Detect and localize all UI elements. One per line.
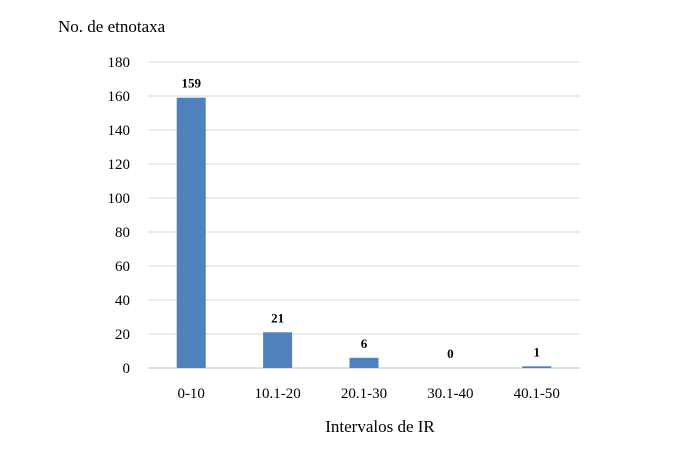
y-tick-label: 160	[108, 89, 131, 105]
x-tick-label: 20.1-30	[341, 386, 387, 402]
data-label: 159	[181, 76, 201, 91]
y-tick-label: 100	[108, 191, 131, 207]
x-tick-label: 30.1-40	[427, 386, 473, 402]
bars	[176, 97, 552, 368]
data-label: 1	[534, 344, 541, 359]
y-tick-label: 180	[108, 55, 131, 71]
data-label: 0	[447, 346, 454, 361]
data-label: 21	[271, 310, 284, 325]
y-tick-label: 40	[115, 293, 130, 309]
data-label: 6	[361, 336, 368, 351]
y-tick-label: 140	[108, 123, 131, 139]
gridlines	[148, 61, 580, 369]
x-axis-title: Intervalos de IR	[325, 417, 435, 436]
y-axis-title: No. de etnotaxa	[58, 17, 166, 36]
y-tick-label: 120	[108, 157, 131, 173]
bar	[176, 97, 206, 368]
labels: 0204060801001201401601801590-102110.1-20…	[108, 55, 560, 402]
x-tick-label: 0-10	[177, 386, 205, 402]
bar	[263, 332, 293, 368]
bar	[349, 357, 379, 368]
x-tick-label: 10.1-20	[254, 386, 300, 402]
y-tick-label: 0	[123, 361, 131, 377]
y-tick-label: 80	[115, 225, 130, 241]
y-tick-label: 20	[115, 327, 130, 343]
y-tick-label: 60	[115, 259, 130, 275]
x-tick-label: 40.1-50	[514, 386, 560, 402]
bar	[522, 366, 552, 368]
